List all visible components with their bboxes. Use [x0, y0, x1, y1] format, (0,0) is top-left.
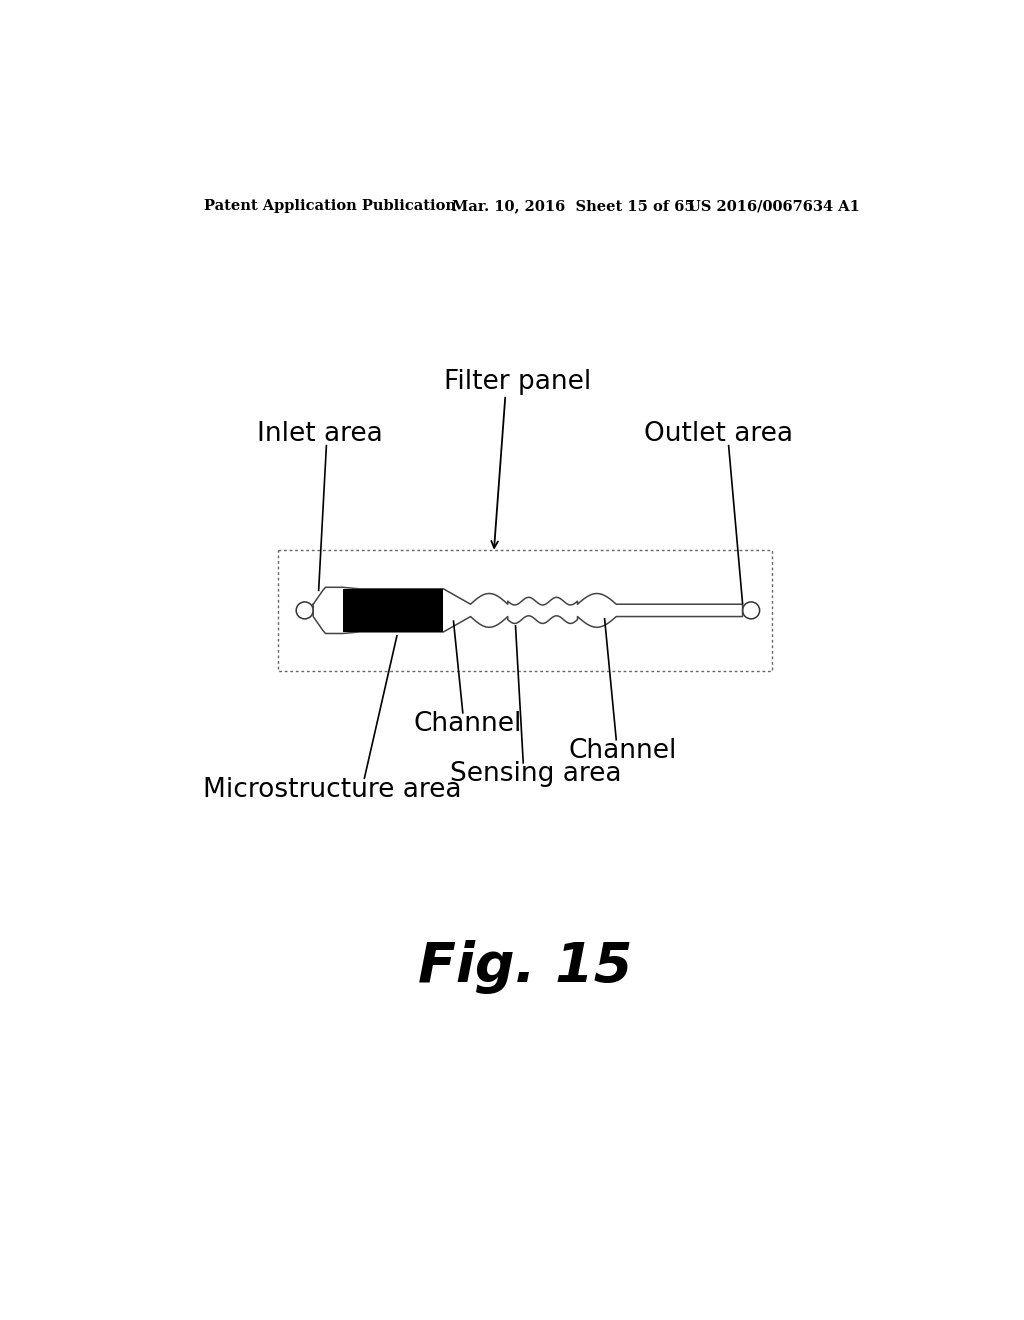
Text: Channel: Channel	[568, 738, 677, 764]
Text: Sensing area: Sensing area	[450, 762, 622, 788]
Polygon shape	[313, 587, 742, 634]
Text: Filter panel: Filter panel	[444, 368, 592, 395]
Bar	[278, 549, 772, 671]
Text: Channel: Channel	[414, 711, 521, 738]
Text: Microstructure area: Microstructure area	[203, 776, 461, 803]
Circle shape	[742, 602, 760, 619]
Bar	[343, 589, 443, 632]
Circle shape	[296, 602, 313, 619]
Text: Outlet area: Outlet area	[644, 421, 793, 447]
Text: Fig. 15: Fig. 15	[418, 940, 632, 994]
Text: Patent Application Publication: Patent Application Publication	[204, 199, 456, 213]
Text: Inlet area: Inlet area	[257, 421, 383, 447]
Text: Mar. 10, 2016  Sheet 15 of 65: Mar. 10, 2016 Sheet 15 of 65	[452, 199, 694, 213]
Text: US 2016/0067634 A1: US 2016/0067634 A1	[687, 199, 859, 213]
